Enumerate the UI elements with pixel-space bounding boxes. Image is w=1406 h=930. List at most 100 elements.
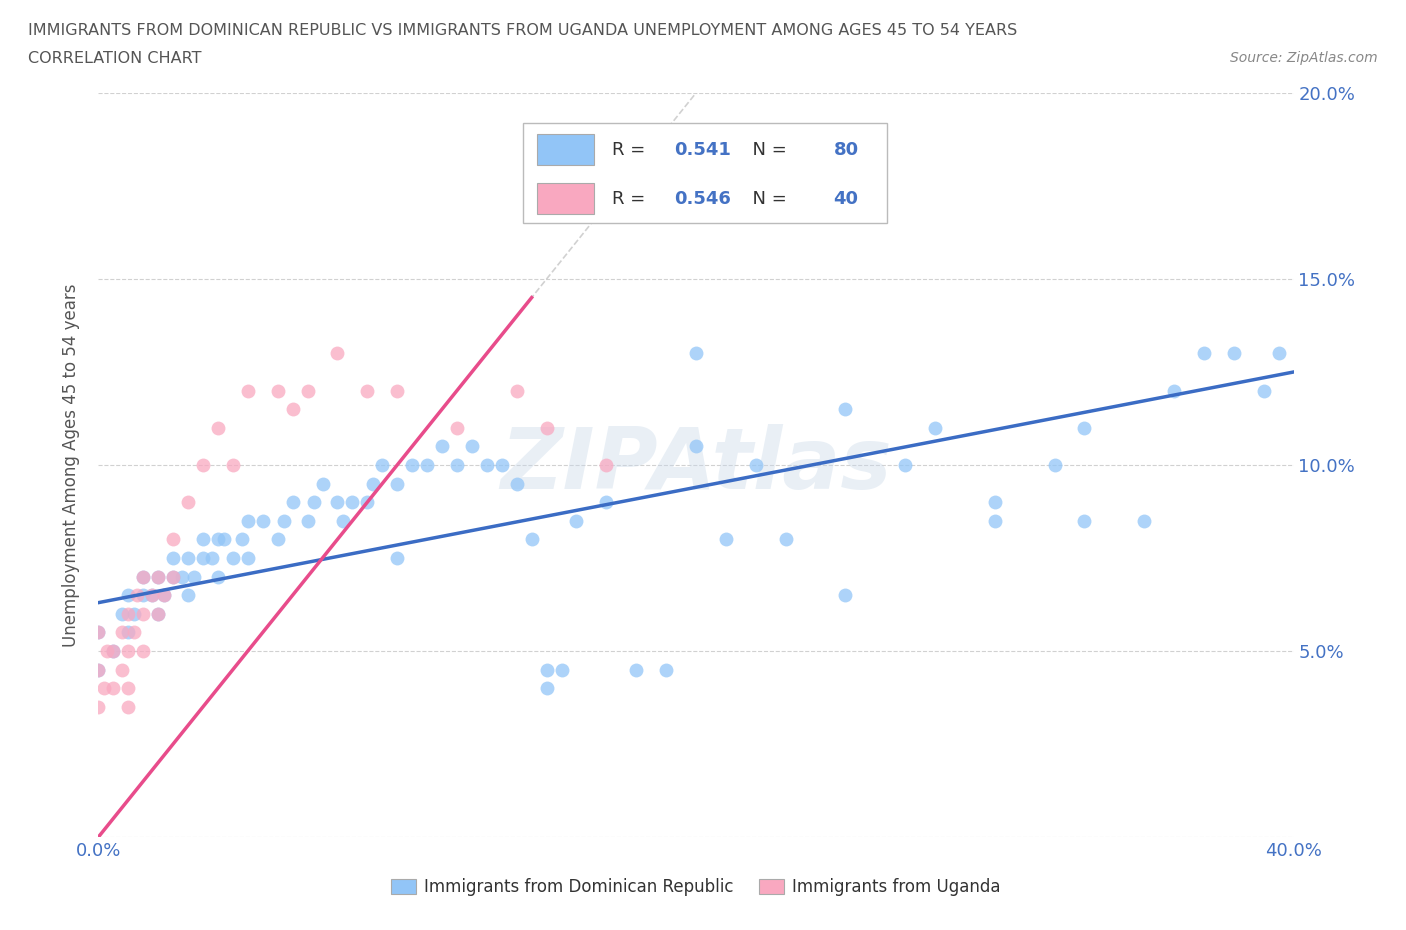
Point [536,420,558,435]
Point [834,588,856,603]
Point [371,458,394,472]
Point [117,644,139,658]
Point [311,476,333,491]
Point [141,588,163,603]
Point [655,662,678,677]
Point [132,606,155,621]
Point [520,532,543,547]
Point [87,699,110,714]
Point [356,495,378,510]
Point [685,346,707,361]
Point [281,402,304,417]
Point [332,513,354,528]
Point [87,625,110,640]
Point [191,532,214,547]
Point [117,681,139,696]
Point [177,551,200,565]
Y-axis label: Unemployment Among Ages 45 to 54 years: Unemployment Among Ages 45 to 54 years [62,284,80,646]
Point [87,625,110,640]
Point [207,420,229,435]
Point [342,495,364,510]
Point [536,681,558,696]
Point [111,625,134,640]
Point [132,588,155,603]
Point [148,569,170,584]
Point [550,662,572,677]
Point [201,551,224,565]
Point [326,495,349,510]
Point [1163,383,1185,398]
Point [117,699,139,714]
Point [595,458,617,472]
Point [93,681,115,696]
Point [1223,346,1246,361]
Point [222,458,245,472]
Point [363,476,385,491]
Point [385,476,409,491]
Point [626,662,648,677]
Point [1043,458,1066,472]
Point [446,458,468,472]
Point [87,662,110,677]
Point [172,569,194,584]
Text: N =: N = [741,190,793,207]
Point [1267,346,1289,361]
Point [356,383,378,398]
Point [430,439,453,454]
Point [461,439,484,454]
Point [103,644,125,658]
Point [103,644,125,658]
Point [103,681,125,696]
Text: 80: 80 [834,140,859,158]
Point [191,458,214,472]
Point [1253,383,1275,398]
Point [177,588,200,603]
Point [162,569,184,584]
Point [231,532,253,547]
Point [834,160,856,175]
Text: Source: ZipAtlas.com: Source: ZipAtlas.com [1230,51,1378,65]
FancyBboxPatch shape [537,134,595,166]
Point [207,569,229,584]
Point [236,551,259,565]
Point [297,513,319,528]
Point [236,513,259,528]
Text: 0.546: 0.546 [675,190,731,207]
Point [297,383,319,398]
Point [124,625,146,640]
Point [506,383,529,398]
Point [401,458,423,472]
Point [491,458,513,472]
Point [141,588,163,603]
FancyBboxPatch shape [523,123,887,223]
Point [162,569,184,584]
Point [132,569,155,584]
Point [475,458,498,472]
Point [222,551,245,565]
Point [111,606,134,621]
Point [162,551,184,565]
Point [685,439,707,454]
Legend: Immigrants from Dominican Republic, Immigrants from Uganda: Immigrants from Dominican Republic, Immi… [384,871,1008,903]
Text: ZIPAtlas: ZIPAtlas [501,423,891,507]
Point [127,588,149,603]
Point [281,495,304,510]
Point [236,383,259,398]
Point [96,644,118,658]
Point [183,569,205,584]
Point [132,644,155,658]
Point [1133,513,1156,528]
Point [565,513,588,528]
Point [924,420,946,435]
Point [87,662,110,677]
Point [212,532,235,547]
Point [326,346,349,361]
Point [153,588,176,603]
Point [595,495,617,510]
Point [714,532,737,547]
Point [984,513,1007,528]
Text: CORRELATION CHART: CORRELATION CHART [28,51,201,66]
Point [446,420,468,435]
Point [162,532,184,547]
Point [148,569,170,584]
